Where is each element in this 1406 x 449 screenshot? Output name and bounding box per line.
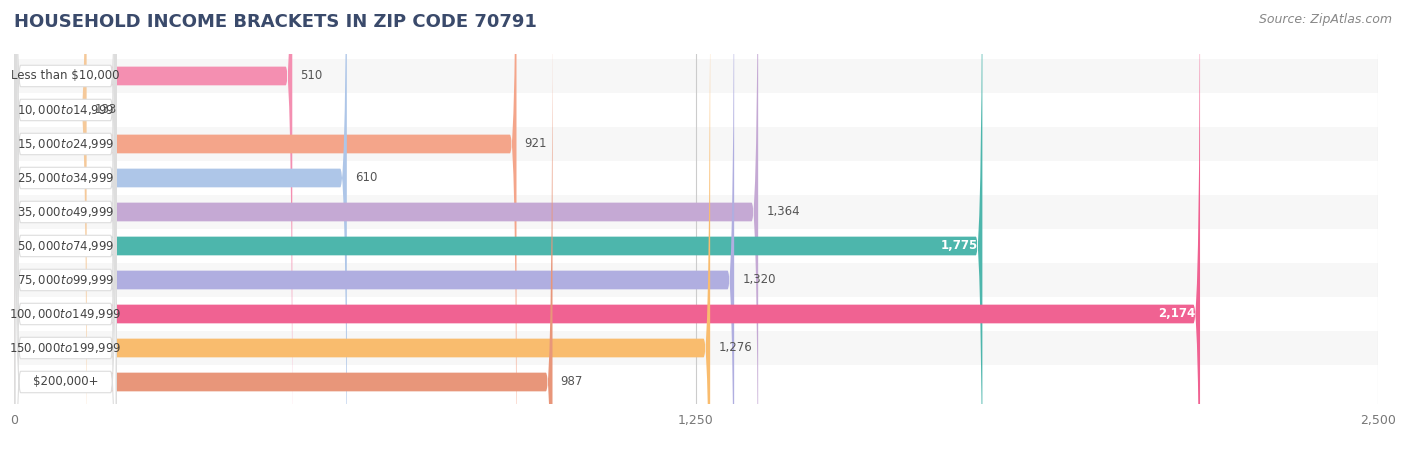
FancyBboxPatch shape [14,0,292,449]
Text: $150,000 to $199,999: $150,000 to $199,999 [10,341,122,355]
Bar [14,229,1378,263]
Text: $10,000 to $14,999: $10,000 to $14,999 [17,103,114,117]
Text: 610: 610 [354,172,377,185]
Text: 133: 133 [94,103,117,116]
Bar [14,161,1378,195]
Bar [14,263,1378,297]
FancyBboxPatch shape [15,53,117,449]
Text: $50,000 to $74,999: $50,000 to $74,999 [17,239,114,253]
FancyBboxPatch shape [14,0,710,449]
Text: Less than $10,000: Less than $10,000 [11,70,120,83]
FancyBboxPatch shape [14,0,553,449]
FancyBboxPatch shape [15,0,117,439]
Text: 921: 921 [524,137,547,150]
FancyBboxPatch shape [14,0,87,449]
Bar [14,93,1378,127]
FancyBboxPatch shape [14,0,1201,449]
Bar [14,59,1378,93]
Text: $35,000 to $49,999: $35,000 to $49,999 [17,205,114,219]
FancyBboxPatch shape [15,0,117,449]
FancyBboxPatch shape [14,0,758,449]
FancyBboxPatch shape [15,0,117,405]
Text: 1,276: 1,276 [718,342,752,355]
FancyBboxPatch shape [15,0,117,449]
FancyBboxPatch shape [15,0,117,449]
Bar [14,127,1378,161]
Text: 1,775: 1,775 [941,239,979,252]
Bar [14,331,1378,365]
Bar [14,365,1378,399]
Text: $75,000 to $99,999: $75,000 to $99,999 [17,273,114,287]
FancyBboxPatch shape [15,0,117,449]
Text: $100,000 to $149,999: $100,000 to $149,999 [10,307,122,321]
Text: 1,320: 1,320 [742,273,776,286]
Text: $15,000 to $24,999: $15,000 to $24,999 [17,137,114,151]
FancyBboxPatch shape [15,0,117,449]
Text: HOUSEHOLD INCOME BRACKETS IN ZIP CODE 70791: HOUSEHOLD INCOME BRACKETS IN ZIP CODE 70… [14,13,537,31]
FancyBboxPatch shape [14,0,983,449]
FancyBboxPatch shape [15,19,117,449]
Text: 510: 510 [301,70,323,83]
FancyBboxPatch shape [15,0,117,449]
FancyBboxPatch shape [14,0,516,449]
Bar [14,297,1378,331]
Text: 2,174: 2,174 [1159,308,1195,321]
FancyBboxPatch shape [14,0,734,449]
Text: 1,364: 1,364 [766,206,800,219]
Bar [14,195,1378,229]
Text: 987: 987 [561,375,583,388]
Text: $200,000+: $200,000+ [32,375,98,388]
Text: $25,000 to $34,999: $25,000 to $34,999 [17,171,114,185]
Text: Source: ZipAtlas.com: Source: ZipAtlas.com [1258,13,1392,26]
FancyBboxPatch shape [14,0,347,449]
